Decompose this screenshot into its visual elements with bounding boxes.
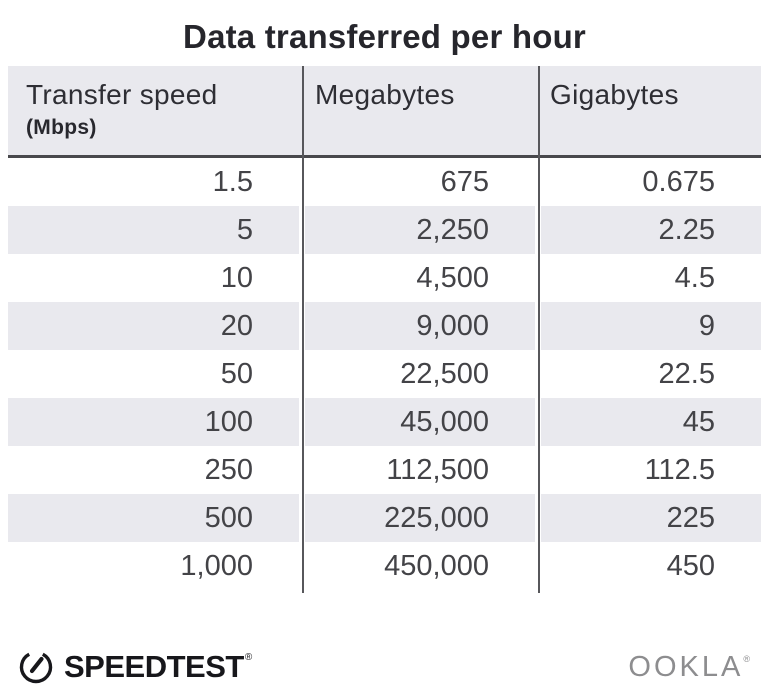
cell-megabytes: 45,000 (305, 398, 535, 446)
table-row: 50 22,500 22.5 (8, 350, 761, 398)
cell-speed: 1,000 (180, 550, 253, 582)
table-header-row: Transfer speed (Mbps) Megabytes Gigabyte… (8, 66, 761, 158)
table-row: 20 9,000 9 (8, 302, 761, 350)
cell-megabytes: 225,000 (305, 494, 535, 542)
cell-gigabytes: 22.5 (658, 358, 715, 390)
header-transfer-speed-unit: (Mbps) (26, 116, 97, 139)
table-row: 5 2,250 2.25 (8, 206, 761, 254)
cell-megabytes: 450,000 (384, 550, 489, 582)
infographic-page: Data transferred per hour Transfer speed… (0, 14, 769, 698)
cell-gigabytes: 2.25 (541, 206, 761, 254)
header-gigabytes: Gigabytes (550, 79, 679, 110)
table-row: 10 4,500 4.5 (8, 254, 761, 302)
cell-speed: 100 (8, 398, 299, 446)
cell-megabytes: 4,500 (416, 262, 489, 294)
table-body: 1.5 675 0.675 5 2,250 2.25 10 4,500 4.5 … (8, 158, 761, 590)
cell-speed: 250 (204, 454, 253, 486)
cell-speed: 500 (8, 494, 299, 542)
ookla-wordmark: OOKLA (628, 650, 744, 683)
table-row: 1,000 450,000 450 (8, 542, 761, 590)
page-title: Data transferred per hour (183, 18, 586, 55)
column-divider-1 (302, 66, 304, 593)
header-megabytes: Megabytes (315, 79, 455, 110)
speedtest-gauge-icon (19, 652, 53, 684)
cell-speed: 20 (8, 302, 299, 350)
table-row: 1.5 675 0.675 (8, 158, 761, 206)
cell-gigabytes: 4.5 (674, 262, 715, 294)
cell-gigabytes: 450 (666, 550, 715, 582)
cell-megabytes: 9,000 (305, 302, 535, 350)
footer: SPEEDTEST ® OOKLA ® (17, 648, 750, 686)
ookla-logo: OOKLA ® (628, 651, 750, 684)
table-row: 250 112,500 112.5 (8, 446, 761, 494)
cell-gigabytes: 225 (541, 494, 761, 542)
table-row: 100 45,000 45 (8, 398, 761, 446)
cell-megabytes: 675 (440, 166, 489, 198)
data-table: Transfer speed (Mbps) Megabytes Gigabyte… (8, 66, 761, 593)
header-transfer-speed: Transfer speed (Mbps) (8, 66, 302, 155)
cell-speed: 10 (220, 262, 253, 294)
cell-megabytes: 22,500 (400, 358, 489, 390)
cell-gigabytes: 9 (541, 302, 761, 350)
speedtest-wordmark: SPEEDTEST (64, 649, 244, 684)
table-row: 500 225,000 225 (8, 494, 761, 542)
cell-gigabytes: 112.5 (644, 454, 715, 486)
cell-megabytes: 2,250 (305, 206, 535, 254)
cell-speed: 5 (8, 206, 299, 254)
cell-speed: 1.5 (212, 166, 253, 198)
cell-gigabytes: 45 (541, 398, 761, 446)
registered-mark-icon: ® (743, 653, 750, 664)
registered-mark-icon: ® (244, 652, 253, 663)
speedtest-logo: SPEEDTEST ® (17, 648, 252, 686)
header-transfer-speed-label: Transfer speed (26, 79, 218, 110)
cell-megabytes: 112,500 (386, 454, 489, 486)
column-divider-2 (538, 66, 540, 593)
cell-speed: 50 (220, 358, 253, 390)
cell-gigabytes: 0.675 (642, 166, 715, 198)
